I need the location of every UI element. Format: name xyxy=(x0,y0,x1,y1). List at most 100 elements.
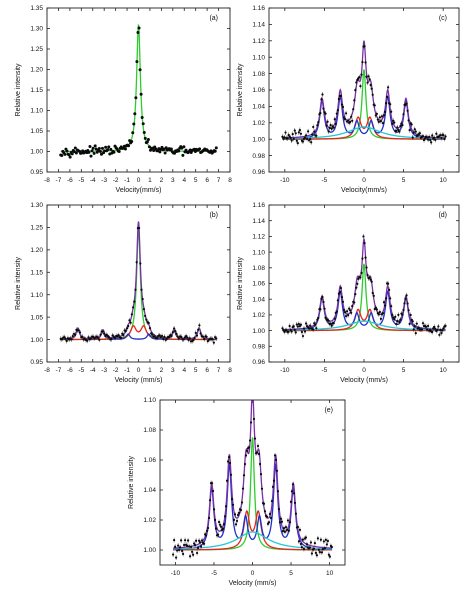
data-point xyxy=(354,89,357,92)
data-point xyxy=(400,122,403,125)
data-point xyxy=(330,545,333,549)
data-point xyxy=(336,299,339,302)
data-point xyxy=(211,338,214,341)
data-point xyxy=(296,142,299,145)
data-point xyxy=(287,529,291,532)
data-point xyxy=(362,235,365,238)
data-point xyxy=(151,333,154,336)
data-point xyxy=(332,126,335,129)
component-curve-broad xyxy=(282,320,446,331)
chart-panel-e: -10 -5 0 5 10 1.00 1.02 1.04 1.06 1.08 1.10 Velocit… xyxy=(128,397,346,587)
data-point xyxy=(294,331,297,334)
x-axis-label: Velocity (mm/s) xyxy=(115,377,163,384)
data-point xyxy=(198,147,202,151)
data-point xyxy=(197,328,200,331)
data-point xyxy=(171,331,174,334)
data-point xyxy=(138,226,141,230)
data-point xyxy=(414,332,417,335)
data-point xyxy=(266,522,270,526)
x-tick-label: 5 xyxy=(289,570,293,577)
data-point xyxy=(200,539,204,542)
data-point xyxy=(170,334,173,337)
data-point xyxy=(373,104,376,107)
data-point xyxy=(304,536,308,539)
data-point xyxy=(394,315,397,318)
data-point xyxy=(282,527,286,530)
data-point xyxy=(222,523,226,526)
data-point xyxy=(315,554,319,557)
data-point xyxy=(284,526,288,529)
data-point xyxy=(288,324,291,328)
data-point xyxy=(320,98,323,101)
data-point xyxy=(329,124,332,127)
x-tick-label: 4 xyxy=(182,367,186,374)
data-point xyxy=(364,61,367,64)
data-point xyxy=(382,301,386,304)
data-point xyxy=(194,539,198,542)
x-tick-label: 1 xyxy=(148,177,152,184)
data-point xyxy=(152,149,156,153)
y-tick-label: 1.06 xyxy=(252,281,265,288)
data-point xyxy=(260,487,264,490)
data-point xyxy=(422,138,426,142)
data-point xyxy=(407,309,410,312)
data-point xyxy=(185,544,189,547)
data-point xyxy=(305,137,309,141)
panel-label: (c) xyxy=(439,15,447,22)
data-point xyxy=(299,132,303,135)
y-tick-label: 1.25 xyxy=(30,225,43,232)
data-point xyxy=(144,314,147,317)
data-point xyxy=(293,328,296,331)
data-point xyxy=(387,282,390,285)
y-tick-label: 1.14 xyxy=(252,218,265,225)
panel-label: (a) xyxy=(209,15,218,22)
data-point xyxy=(295,139,298,142)
data-point xyxy=(199,332,202,335)
data-point xyxy=(258,462,262,466)
data-point xyxy=(278,521,282,524)
y-tick-label: 1.14 xyxy=(252,22,265,29)
x-tick-label: -5 xyxy=(322,177,328,184)
data-point xyxy=(368,276,371,279)
data-point xyxy=(317,548,321,551)
data-point xyxy=(384,297,388,300)
chart-panel-c: -10 -5 0 5 10 0.96 0.98 1.00 1.02 1.04 1.06 1.08 1.1… xyxy=(237,5,460,194)
x-axis-label: Velocity (mm/s) xyxy=(229,580,277,587)
data-point xyxy=(377,313,380,316)
data-point xyxy=(139,262,142,265)
x-tick-label: 10 xyxy=(440,177,448,184)
y-tick-label: 1.15 xyxy=(30,269,43,276)
data-point xyxy=(253,437,257,440)
x-tick-label: 7 xyxy=(217,367,221,374)
data-point xyxy=(309,541,313,544)
data-point xyxy=(425,136,429,139)
data-point xyxy=(379,317,383,320)
y-tick-label: 0.96 xyxy=(252,359,265,366)
data-point xyxy=(389,297,392,300)
data-point xyxy=(283,530,287,534)
data-point xyxy=(374,114,377,117)
data-point xyxy=(321,93,324,96)
data-point xyxy=(210,482,214,485)
component-curve-sextet xyxy=(173,462,332,551)
data-point xyxy=(63,336,66,339)
data-point xyxy=(403,302,406,305)
data-point xyxy=(269,516,273,520)
x-tick-label: -6 xyxy=(67,177,73,184)
data-point xyxy=(206,526,210,530)
data-point xyxy=(215,337,218,340)
data-point xyxy=(107,145,111,149)
data-point xyxy=(378,310,381,314)
x-tick-label: 5 xyxy=(402,367,406,374)
data-point xyxy=(319,308,322,311)
data-point xyxy=(375,308,378,311)
data-point xyxy=(347,314,350,317)
data-point xyxy=(259,473,263,476)
data-point xyxy=(322,300,325,304)
data-point xyxy=(303,136,307,139)
data-point xyxy=(294,132,297,135)
data-point xyxy=(88,144,92,148)
data-point xyxy=(232,518,236,521)
data-point xyxy=(190,550,194,553)
